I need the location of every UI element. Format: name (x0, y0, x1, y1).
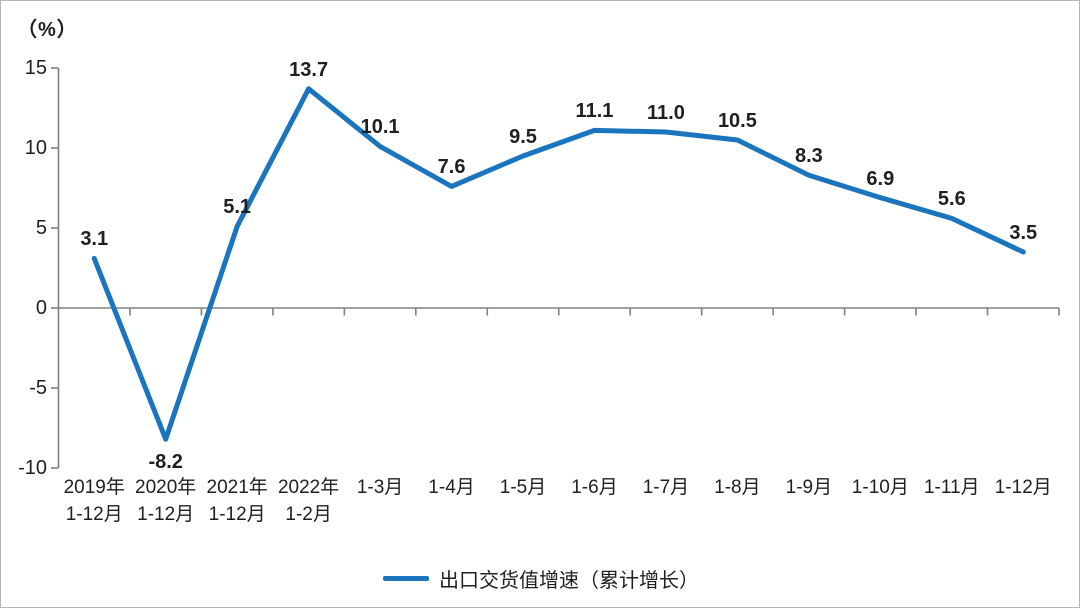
data-point-label: 5.6 (937, 188, 966, 211)
legend: 出口交货值增速（累计增长） (1, 564, 1079, 593)
x-tick-label: 2019年 1-12月 (63, 477, 125, 525)
y-axis-unit-label: （%） (17, 19, 78, 41)
data-point-label: 7.6 (437, 156, 466, 179)
data-point-label: 10.5 (717, 110, 757, 132)
x-tick-label: 2020年 1-12月 (135, 477, 197, 525)
y-tick-label: 5 (35, 217, 47, 239)
y-tick-label: 15 (24, 57, 47, 79)
x-tick-label: 1-3月 (356, 477, 404, 498)
x-tick-label: 1-6月 (571, 477, 618, 498)
data-point-label: -8.2 (148, 451, 183, 474)
data-point-label: 13.7 (289, 58, 329, 81)
series-line (91, 86, 1026, 442)
data-point-label: 5.1 (223, 196, 252, 219)
x-tick-label: 1-8月 (714, 477, 761, 498)
data-point-label: 10.1 (360, 116, 400, 139)
y-tick-label: -5 (29, 377, 47, 399)
x-tick-label: 1-12月 (994, 477, 1052, 498)
legend-line-marker-icon (383, 576, 429, 581)
x-tick-label: 1-11月 (923, 477, 980, 498)
y-tick-label: 10 (24, 137, 47, 159)
data-point-label: 9.5 (509, 126, 537, 148)
data-point-label: 3.1 (80, 228, 109, 251)
x-tick-label: 1-4月 (428, 477, 475, 498)
y-tick-label: -10 (18, 457, 47, 479)
data-point-label: 3.5 (1009, 222, 1038, 244)
y-tick-label: 0 (35, 297, 47, 319)
x-tick-label: 1-5月 (499, 477, 547, 498)
x-tick-label: 1-9月 (785, 477, 833, 498)
x-tick-label: 2022年 1-2月 (277, 477, 340, 525)
x-tick-label: 1-7月 (642, 477, 690, 498)
data-point-label: 6.9 (866, 167, 895, 190)
data-point-label: 8.3 (794, 145, 823, 168)
x-tick-label: 2021年 1-12月 (206, 477, 268, 525)
data-point-label: 11.0 (647, 102, 685, 124)
data-point-label: 11.1 (575, 100, 614, 123)
legend-series-label: 出口交货值增速（累计增长） (439, 570, 699, 592)
x-tick-label: 1-10月 (851, 477, 909, 498)
